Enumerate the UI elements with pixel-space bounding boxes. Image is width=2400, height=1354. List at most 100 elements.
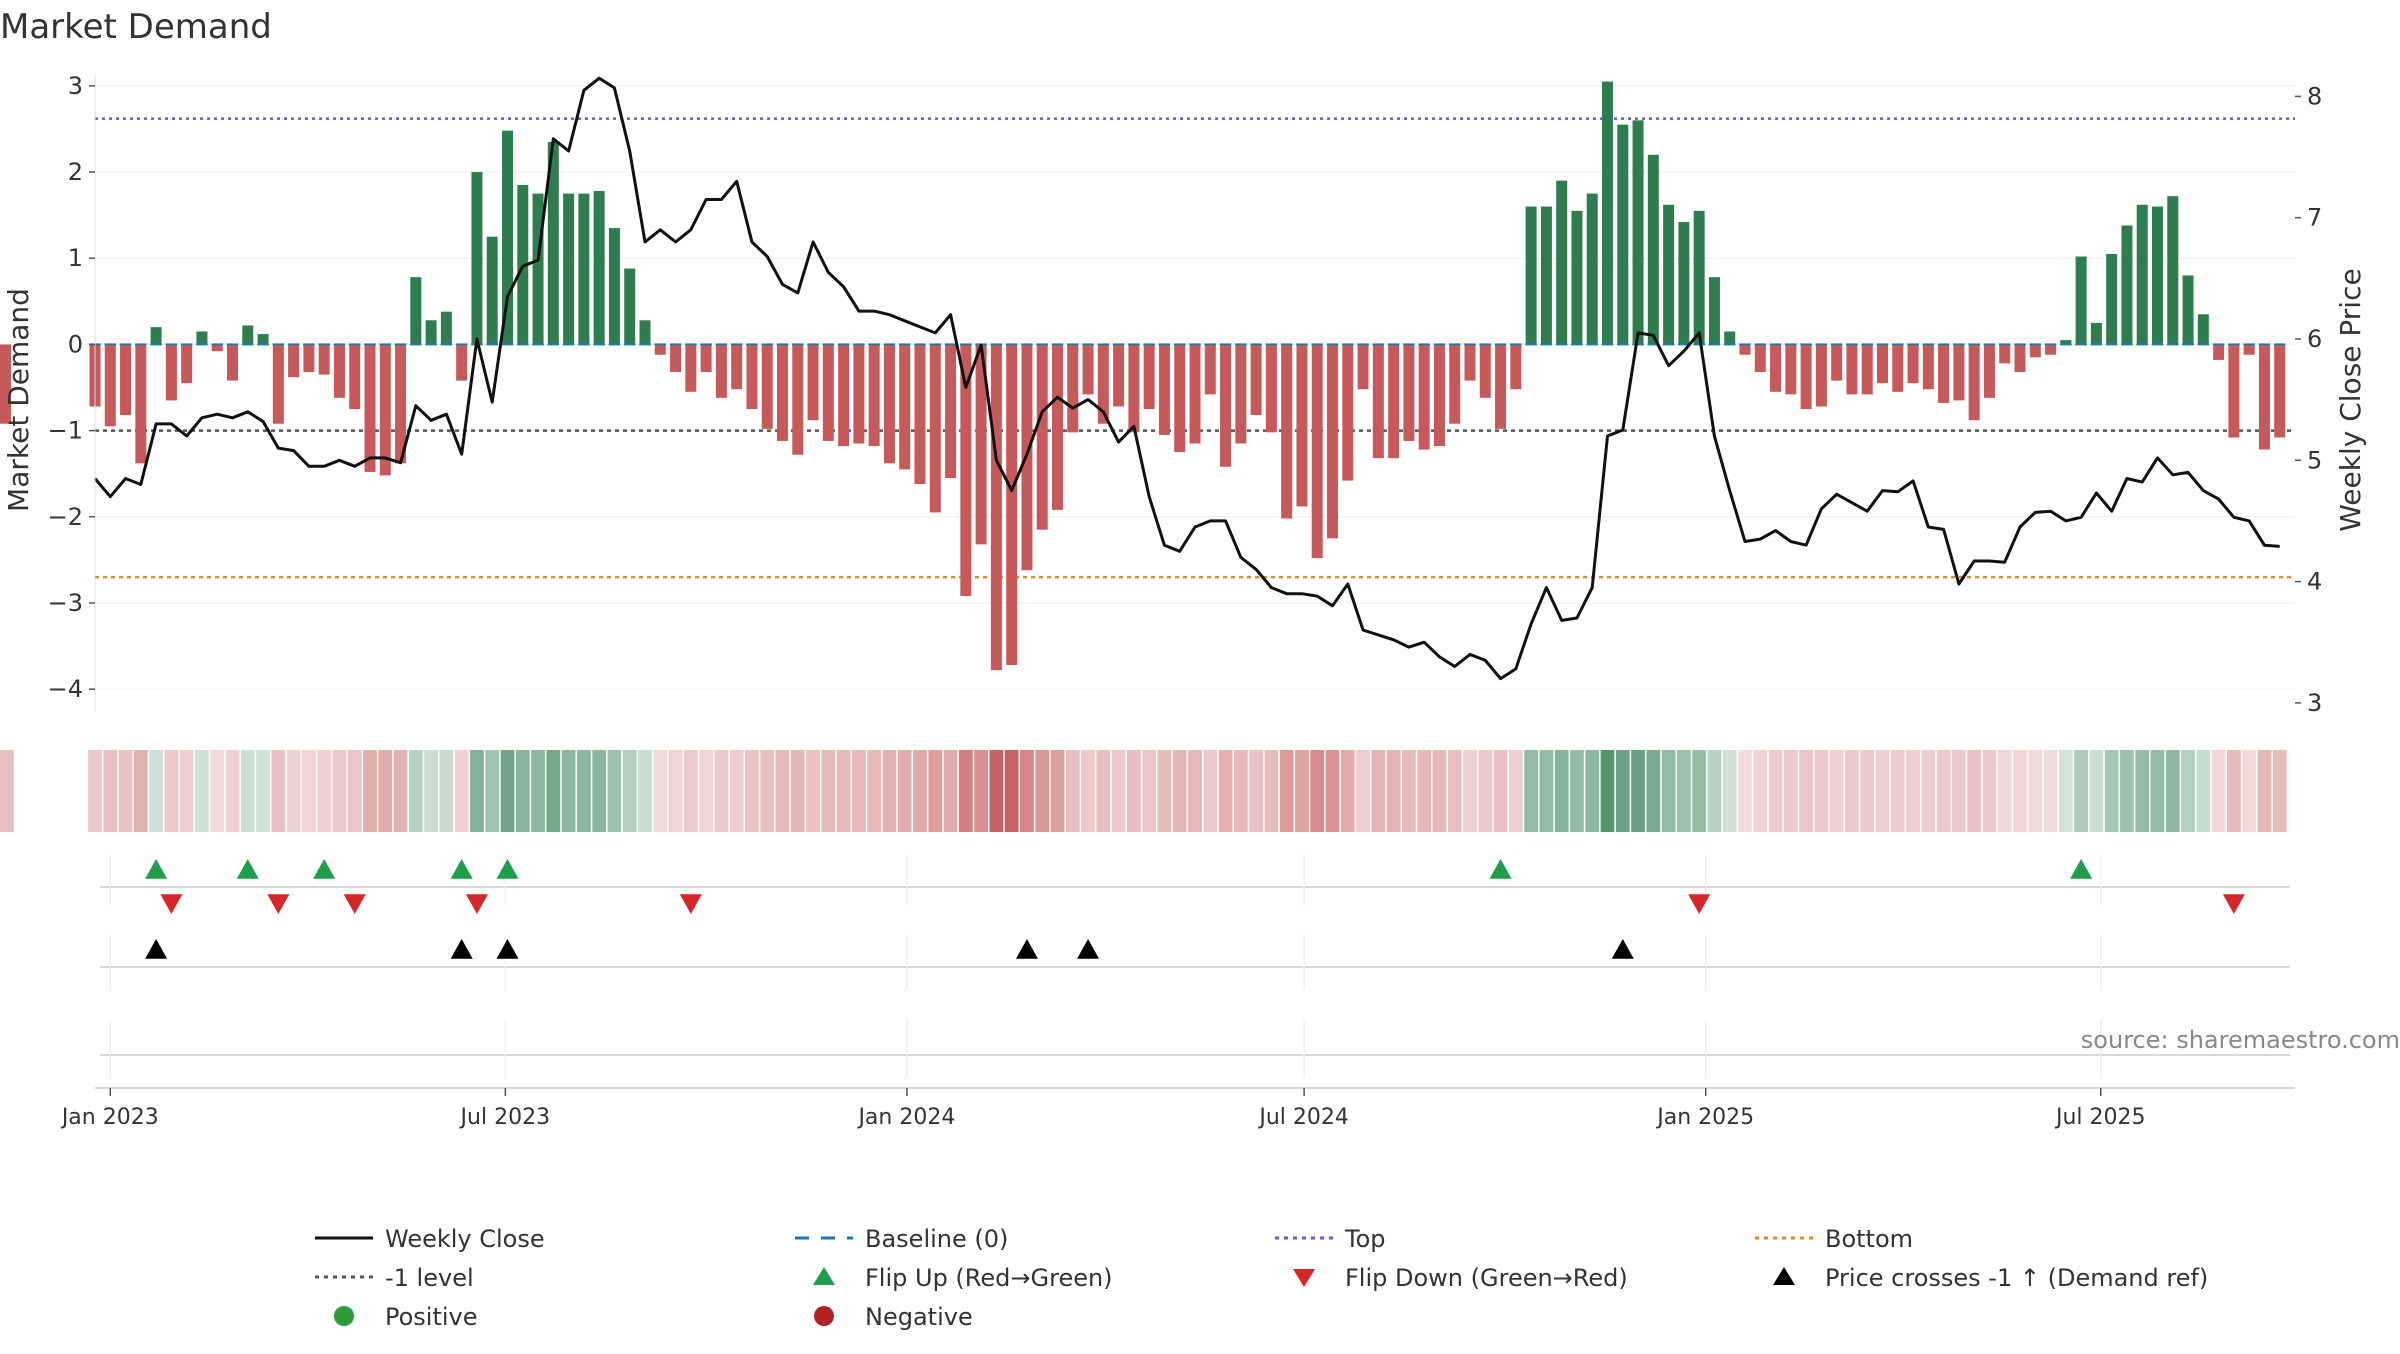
heat-cell [286, 750, 301, 832]
demand-bar [1815, 344, 1827, 407]
heat-cell [1127, 750, 1141, 832]
heat-cell [317, 750, 332, 832]
legend: Weekly Close Baseline (0) Top Bottom -1 leve… [315, 1225, 2208, 1331]
demand-bar [1143, 344, 1155, 410]
heat-cell [1218, 750, 1233, 832]
demand-bar [883, 344, 895, 464]
left-tick-label: 3 [68, 72, 83, 100]
demand-bar [1204, 344, 1216, 395]
demand-bar [1479, 344, 1491, 398]
demand-bar [761, 344, 773, 429]
demand-bar [1739, 344, 1751, 355]
heat-cell [882, 750, 897, 832]
right-tick-label: 4 [2307, 568, 2322, 596]
heat-cell [821, 750, 836, 832]
price-layer [93, 76, 2280, 681]
demand-bar [471, 172, 483, 345]
heat-cell [1050, 750, 1065, 832]
x-tick-label: Jan 2024 [856, 1105, 955, 1130]
demand-bar [1113, 344, 1125, 407]
demand-bar [792, 344, 804, 455]
demand-bar [1724, 331, 1736, 345]
x-tick-label: Jan 2023 [60, 1105, 159, 1130]
heat-cell [1325, 750, 1340, 832]
demand-bar [1128, 344, 1140, 433]
demand-bar [2045, 344, 2057, 355]
heat-cell [2028, 750, 2043, 832]
demand-bar [822, 344, 834, 441]
demand-bar [379, 344, 391, 476]
flip-down-marker [2222, 894, 2245, 914]
heat-cell [195, 750, 209, 832]
x-tick-label: Jul 2024 [1257, 1105, 1349, 1130]
heat-cell [913, 750, 927, 832]
heat-cell [1310, 750, 1325, 832]
heat-cell [393, 750, 408, 832]
heat-cell [1233, 750, 1248, 832]
demand-bar [227, 344, 238, 381]
demand-bar [288, 344, 300, 378]
legend-item: Positive [334, 1303, 478, 1331]
demand-bar [1281, 344, 1293, 519]
demand-bar [425, 320, 437, 345]
heat-cell [332, 750, 347, 832]
demand-bar [1907, 344, 1919, 384]
legend-item: Flip Down (Green→Red) [1293, 1264, 1628, 1292]
heat-cell [2043, 750, 2058, 832]
demand-bar [0, 344, 11, 424]
heat-cell [1249, 750, 1263, 832]
demand-bar [2121, 225, 2133, 345]
heat-cell [164, 750, 179, 832]
heat-cell [118, 750, 133, 832]
heat-cell [2211, 750, 2226, 832]
legend-swatch [814, 1306, 834, 1326]
heat-cell [561, 750, 576, 832]
demand-bar [838, 344, 850, 447]
demand-bar [395, 344, 407, 464]
heat-cell [2120, 750, 2134, 832]
legend-label: Weekly Close [385, 1225, 545, 1253]
chart-title: Market Demand [0, 7, 272, 47]
demand-bar [914, 344, 926, 485]
heat-cell [2013, 750, 2027, 832]
demand-bar [242, 325, 254, 345]
heat-cell [2257, 750, 2272, 832]
heat-cell [2242, 750, 2257, 832]
heat-cell [775, 750, 790, 832]
demand-bar [2258, 344, 2270, 450]
demand-bar [1938, 344, 1950, 404]
demand-bar [532, 193, 544, 345]
heat-cell [867, 750, 882, 832]
demand-bar [2167, 196, 2179, 345]
demand-bar [1388, 344, 1400, 459]
heat-cell [470, 750, 484, 832]
flip-up-marker [450, 859, 473, 879]
heat-cell [347, 750, 362, 832]
heat-cell [1845, 750, 1859, 832]
demand-bar [1464, 344, 1476, 381]
demand-bar [685, 344, 697, 392]
demand-bar [1449, 344, 1461, 424]
heat-cell [2150, 750, 2165, 832]
left-tick-label: −4 [48, 675, 83, 703]
heat-cell [133, 750, 148, 832]
heat-cell [88, 750, 102, 832]
flip-down-marker [343, 894, 366, 914]
heat-cell [179, 750, 194, 832]
heat-cell [1554, 750, 1569, 832]
demand-bar [120, 344, 132, 416]
legend-label: Bottom [1825, 1225, 1913, 1253]
demand-bar [746, 344, 758, 410]
heat-cell [1295, 750, 1309, 832]
demand-bar [486, 236, 498, 345]
demand-bar [777, 344, 788, 441]
heat-cell [363, 750, 377, 832]
demand-bar [2213, 344, 2225, 360]
right-tick-label: 7 [2307, 204, 2322, 232]
demand-bar [1433, 344, 1445, 447]
legend-label: -1 level [385, 1264, 474, 1292]
heat-cell [1936, 750, 1951, 832]
flip-up-marker [496, 859, 519, 879]
heat-cell [1585, 750, 1600, 832]
price-cross-marker [145, 939, 168, 959]
